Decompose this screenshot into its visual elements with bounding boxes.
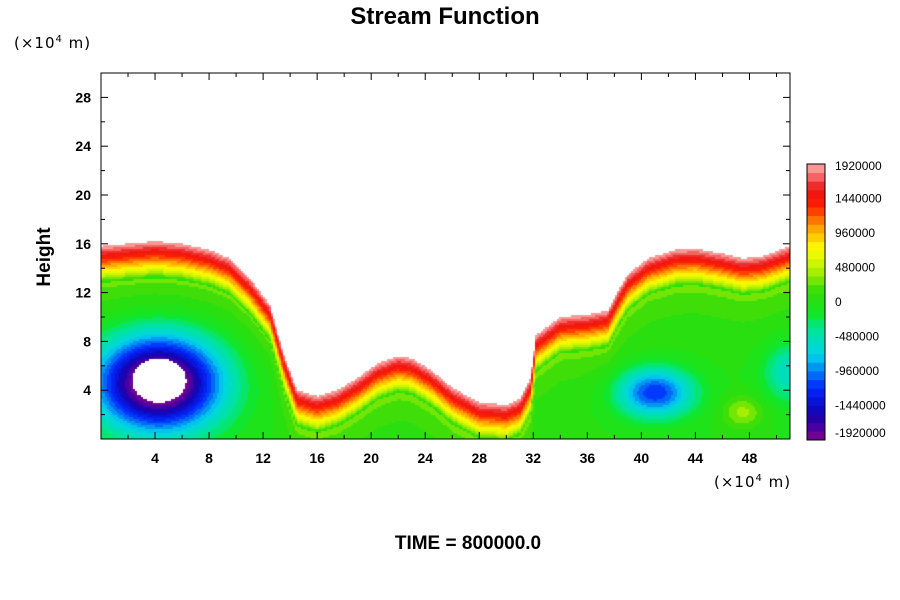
colorbar-swatch xyxy=(807,224,825,234)
colorbar-swatch xyxy=(807,396,825,406)
y-axis: 4 8 12 16 20 24 28 xyxy=(75,89,790,416)
y-tick-label: 16 xyxy=(75,236,91,252)
colorbar-swatch xyxy=(807,310,825,320)
x-tick-label: 24 xyxy=(417,450,433,466)
y-axis-unit-label: (×104 m) xyxy=(14,34,91,52)
colorbar-swatch xyxy=(807,198,825,208)
colorbar-frame xyxy=(806,163,826,441)
stream-function-heatmap xyxy=(101,73,790,439)
x-tick-label: 8 xyxy=(205,450,213,466)
y-tick-label: 24 xyxy=(75,138,91,154)
colorbar-swatch xyxy=(807,215,825,225)
colorbar-tick-label: -960000 xyxy=(835,364,879,378)
colorbar-swatch xyxy=(807,181,825,191)
x-tick-label: 16 xyxy=(309,450,325,466)
x-tick-label: 4 xyxy=(151,450,159,466)
colorbar-swatch xyxy=(807,189,825,199)
x-tick-label: 32 xyxy=(526,450,542,466)
colorbar-swatch xyxy=(807,172,825,182)
colorbar-swatch xyxy=(807,345,825,355)
colorbar-swatch xyxy=(807,233,825,243)
colorbar-swatch xyxy=(807,276,825,286)
y-tick-label: 8 xyxy=(83,333,91,349)
plot-frame xyxy=(100,72,791,440)
colorbar-swatch xyxy=(807,327,825,337)
colorbar-tick-label: -1920000 xyxy=(835,426,886,440)
colorbar-tick-label: 960000 xyxy=(835,226,875,240)
colorbar-swatch xyxy=(807,319,825,329)
colorbar-swatch xyxy=(807,293,825,303)
y-tick-label: 28 xyxy=(75,89,91,105)
colorbar-tick-label: 0 xyxy=(835,295,842,309)
colorbar-tick-label: 1920000 xyxy=(835,159,882,173)
colorbar-swatch xyxy=(807,250,825,260)
chart-title: Stream Function xyxy=(350,3,539,30)
colorbar-swatch xyxy=(807,431,825,441)
y-tick-label: 20 xyxy=(75,187,91,203)
x-tick-label: 12 xyxy=(255,450,271,466)
colorbar-swatch xyxy=(807,267,825,277)
colorbar-tick-label: -1440000 xyxy=(835,399,886,413)
colorbar-swatch xyxy=(807,414,825,424)
colorbar-swatch xyxy=(807,388,825,398)
colorbar-tick-label: 480000 xyxy=(835,261,875,275)
x-tick-label: 40 xyxy=(634,450,650,466)
y-tick-label: 12 xyxy=(75,285,91,301)
colorbar-tick-label: -480000 xyxy=(835,330,879,344)
x-tick-label: 48 xyxy=(742,450,758,466)
colorbar-swatch xyxy=(807,336,825,346)
colorbar-swatch xyxy=(807,405,825,415)
colorbar-swatch xyxy=(807,371,825,381)
x-tick-label: 36 xyxy=(580,450,596,466)
colorbar-swatch xyxy=(807,284,825,294)
y-tick-label: 4 xyxy=(83,382,91,398)
colorbar-swatch xyxy=(807,422,825,432)
x-tick-label: 20 xyxy=(363,450,379,466)
time-label: TIME = 800000.0 xyxy=(395,533,541,554)
colorbar-swatch xyxy=(807,353,825,363)
colorbar-swatch xyxy=(807,164,825,174)
colorbar: 1920000 1440000 960000 480000 0 -480000 -96000… xyxy=(806,159,886,441)
x-axis-unit-label: (×104 m) xyxy=(714,473,791,491)
x-tick-label: 44 xyxy=(688,450,704,466)
colorbar-tick-label: 1440000 xyxy=(835,192,882,206)
colorbar-swatch xyxy=(807,379,825,389)
colorbar-swatch xyxy=(807,302,825,312)
colorbar-swatch xyxy=(807,258,825,268)
heatmap-raster xyxy=(101,73,790,439)
x-tick-label: 28 xyxy=(471,450,487,466)
colorbar-swatch xyxy=(807,241,825,251)
colorbar-swatch xyxy=(807,207,825,217)
y-axis-title: Height xyxy=(34,227,55,287)
x-axis: 4 8 12 16 20 24 28 32 36 40 44 48 xyxy=(127,73,777,466)
colorbar-swatch xyxy=(807,362,825,372)
